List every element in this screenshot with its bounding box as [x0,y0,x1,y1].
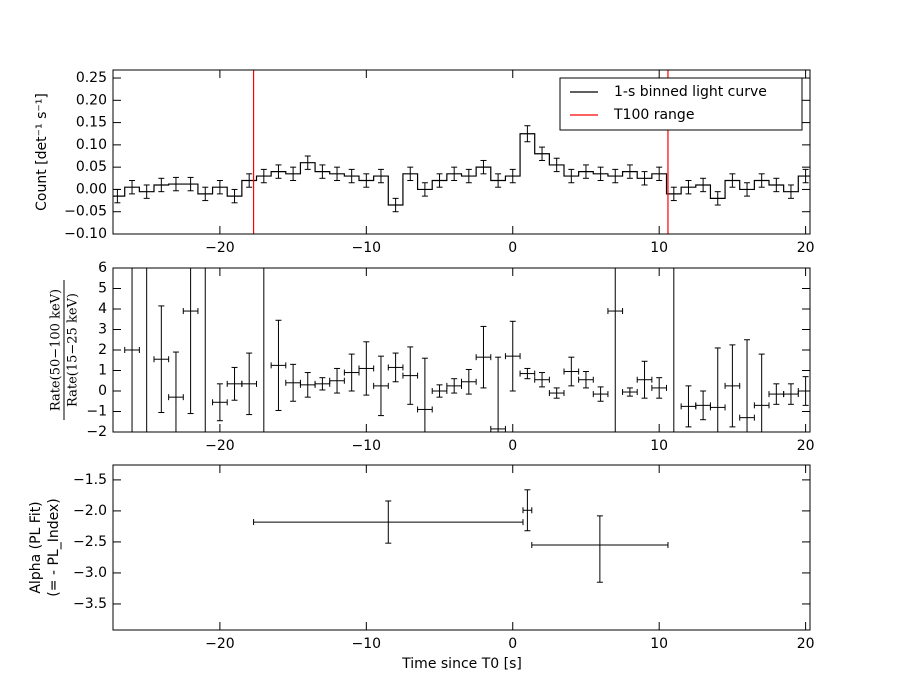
y-tick-label: 1 [98,363,107,379]
x-tick-label: 20 [797,636,815,652]
y-tick-label: 0.15 [76,115,107,131]
y-tick-label: 6 [98,260,107,276]
y-tick-label: 0.25 [76,70,107,86]
y-tick-label: 0.20 [76,92,107,108]
y-tick-label: 0.05 [76,159,107,175]
y-tick-label: −3.5 [73,596,107,612]
x-axis-label: Time since T0 [s] [401,656,522,672]
y-axis-label: Count [det⁻¹ s⁻¹] [34,93,50,211]
y-tick-label: 4 [98,301,107,317]
y-tick-label: 0.10 [76,137,107,153]
y-tick-label: 3 [98,322,107,338]
plot-area [253,489,669,583]
y-tick-label: −0.10 [64,226,107,242]
x-tick-label: 0 [508,438,517,454]
x-tick-label: −10 [352,438,382,454]
axes-frame [112,69,811,235]
y-tick-label: 5 [98,281,107,297]
y-tick-label: −0.05 [64,204,107,220]
y-tick-label: −2.0 [73,503,107,519]
y-tick-label: 0 [98,383,107,399]
x-tick-label: −10 [352,636,382,652]
x-tick-label: 10 [650,240,668,256]
x-tick-label: 20 [797,240,815,256]
x-tick-label: 20 [797,438,815,454]
y-axis-label: Rate(15−25 keV) [66,293,81,407]
x-tick-label: −20 [205,240,235,256]
y-tick-label: −3.0 [73,565,107,581]
y-axis-label: Rate(50−100 keV) [49,289,64,411]
y-tick-label: −2.5 [73,534,107,550]
y-tick-label: 2 [98,342,107,358]
plot-area [124,268,810,432]
x-tick-label: −20 [205,438,235,454]
y-tick-label: −1 [86,404,107,420]
y-axis-label: Alpha (PL Fit) [28,501,44,593]
legend-label: T100 range [613,107,694,123]
x-tick-label: 0 [508,636,517,652]
x-tick-label: 0 [508,240,517,256]
light-curve [113,133,810,206]
y-tick-label: −2 [86,424,107,440]
y-axis-label: (= - PL_Index) [46,498,62,596]
legend-box [559,77,803,131]
x-tick-label: 10 [650,438,668,454]
legend-label: 1-s binned light curve [614,84,767,100]
axes-frame [112,267,811,433]
x-tick-label: −20 [205,636,235,652]
y-tick-label: 0.00 [76,181,107,197]
x-tick-label: −10 [352,240,382,256]
x-tick-label: 10 [650,636,668,652]
y-tick-label: −1.5 [73,472,107,488]
axes-frame [112,464,811,631]
